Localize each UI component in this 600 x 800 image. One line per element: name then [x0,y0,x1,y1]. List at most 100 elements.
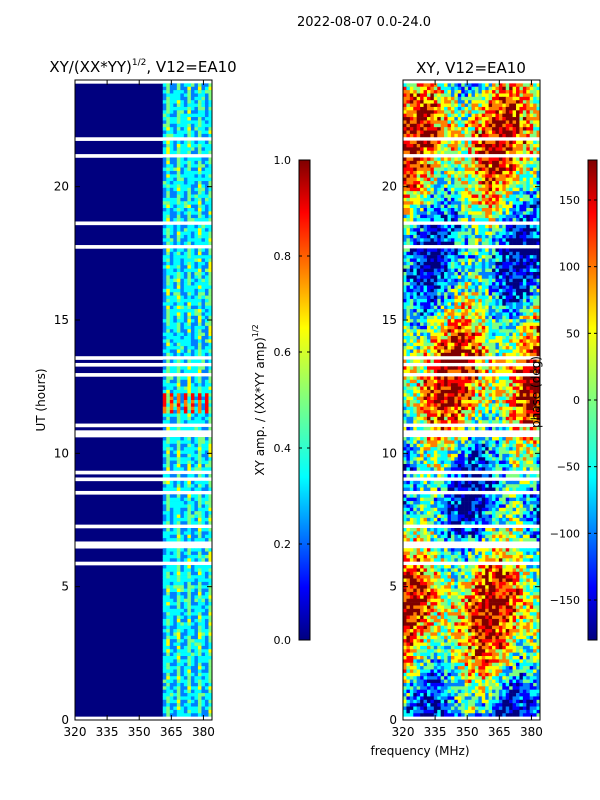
phase-cell [403,147,407,152]
amplitude-cell [190,342,195,347]
phase-cell [437,147,441,152]
amplitude-cell [183,608,188,613]
phase-cell [457,302,462,306]
phase-cell [457,177,462,182]
phase-cell [498,191,503,195]
phase-cell [447,177,452,182]
amplitude-cell [180,204,185,209]
phase-cell [502,130,507,135]
amplitude-cell [180,177,185,182]
amplitude-cell [169,187,174,192]
amplitude-cell [204,605,209,610]
amplitude-cell [201,666,206,670]
phase-cell [413,204,417,209]
phase-cell [430,228,435,232]
phase-cell [492,214,496,219]
amplitude-cell [183,689,188,694]
amplitude-cell [201,440,206,445]
amplitude-cell [173,504,178,509]
phase-cell [516,224,520,229]
amplitude-cell [169,474,174,478]
phase-cell [495,211,500,216]
amplitude-cell [162,191,167,195]
phase-cell [454,197,459,202]
phase-cell [502,231,507,236]
phase-cell [536,288,541,293]
amplitude-cell [173,298,178,303]
phase-cell [481,278,486,283]
phase-cell [492,174,496,178]
amplitude-cell [183,167,188,172]
amplitude-cell [197,298,202,303]
amplitude-cell [169,170,174,175]
phase-cell [498,133,503,138]
amplitude-cell [176,608,181,613]
amplitude-cell [180,686,185,690]
phase-cell [409,100,414,104]
phase-cell [437,228,441,232]
phase-cell [413,211,417,216]
phase-cell [406,147,411,152]
phase-cell [502,86,507,91]
phase-cell [526,282,531,286]
amplitude-cell [166,191,171,195]
phase-cell [502,191,507,195]
phase-cell [478,103,483,108]
phase-cell [437,184,441,189]
phase-cell [478,177,483,182]
amplitude-cell [176,376,181,381]
phase-cell [522,100,527,104]
phase-cell [403,117,407,121]
amplitude-cell [180,100,185,104]
amplitude-cell [187,312,192,317]
amplitude-cell [194,309,199,313]
phase-cell [430,231,435,236]
phase-cell [529,164,534,168]
amplitude-cell [173,487,178,492]
phase-cell [406,302,411,306]
amplitude-cell [204,181,209,185]
phase-cell [481,265,486,269]
phase-cell [492,187,496,192]
amplitude-cell [190,272,195,276]
amplitude-cell [176,234,181,239]
amplitude-cell [201,689,206,694]
amplitude-cell [183,208,188,212]
amplitude-cell [187,187,192,192]
phase-cell [444,248,448,253]
amplitude-cell [166,309,171,313]
amplitude-cell [194,376,199,381]
amplitude-cell [173,275,178,280]
phase-cell [492,130,496,135]
amplitude-gap-row [75,430,212,434]
phase-cell [454,272,459,276]
phase-cell [420,231,424,236]
amplitude-cell [187,352,192,357]
phase-cell [457,167,462,172]
phase-cell [461,295,465,300]
phase-cell [440,103,445,108]
phase-cell [512,170,517,175]
amplitude-cell [208,228,213,232]
amplitude-cell [183,551,188,556]
phase-cell [416,191,421,195]
phase-cell [440,265,445,269]
amplitude-cell [187,618,192,623]
phase-cell [512,261,517,266]
amplitude-cell [197,255,202,259]
amplitude-cell [204,272,209,276]
amplitude-cell [166,514,171,519]
amplitude-cell [187,487,192,492]
amplitude-cell [180,288,185,293]
amplitude-cell [183,349,188,354]
phase-cell [403,191,407,195]
phase-cell [492,120,496,125]
amplitude-cell [194,144,199,148]
phase-cell [474,241,479,246]
phase-cell [413,110,417,114]
phase-cell [468,170,472,175]
phase-cell [492,197,496,202]
amplitude-cell [201,578,206,583]
amplitude-cell [162,645,167,650]
phase-cell [468,302,472,306]
